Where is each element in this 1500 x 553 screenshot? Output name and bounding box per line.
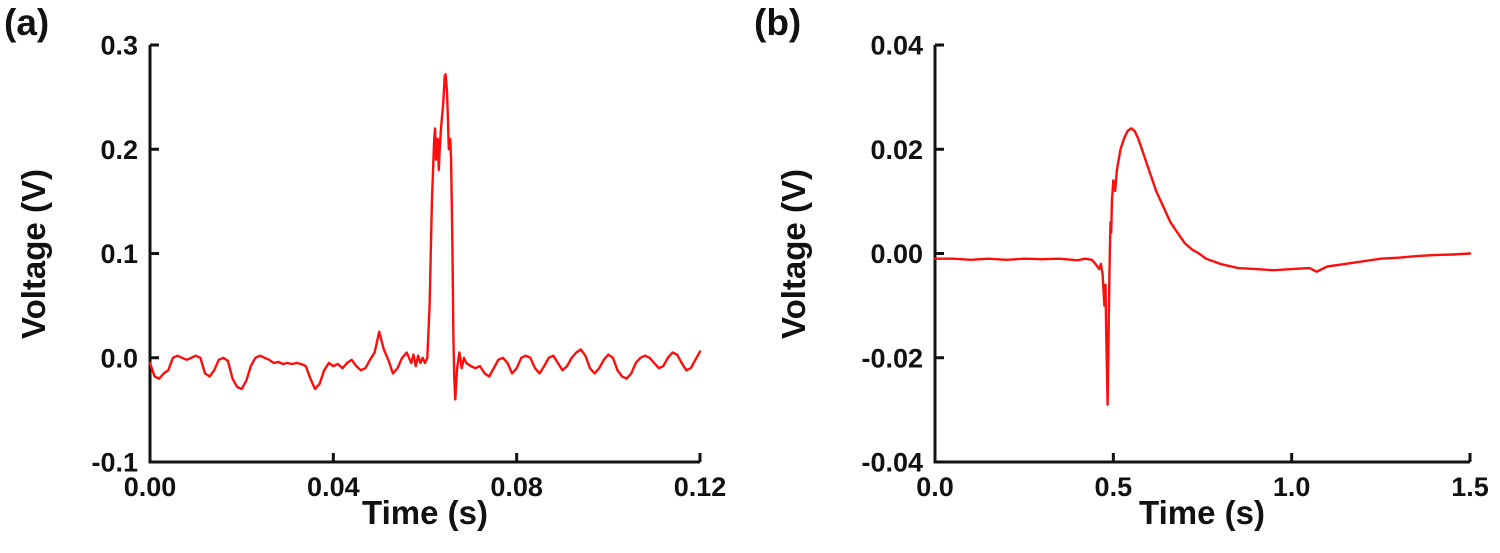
panel-b-x-axis-title: Time (s)	[1139, 494, 1265, 531]
y-tick-label: 0.00	[870, 239, 923, 269]
axis-spines	[148, 45, 700, 464]
chart-b-canvas: -0.04 -0.02 0.00 0.02 0.04 0.0 0.5 1.0 1.5	[861, 31, 1489, 502]
y-tick-label: -0.1	[91, 448, 138, 478]
y-tick-label: 0.3	[100, 31, 138, 61]
x-tick-label: 0.08	[490, 472, 543, 502]
x-tick-label: 0.12	[674, 472, 727, 502]
x-tick-label: 0.5	[1095, 472, 1133, 502]
data-line	[148, 72, 702, 401]
x-tick-label: 0.00	[124, 472, 177, 502]
y-tick-label: 0.04	[870, 31, 923, 61]
y-tick-label: -0.02	[861, 343, 923, 373]
data-line	[933, 127, 1472, 406]
x-tick-label: 0.0	[916, 472, 954, 502]
x-tick-label: 1.0	[1273, 472, 1311, 502]
y-tick-label: -0.04	[861, 448, 923, 478]
axis-spines	[933, 45, 1470, 464]
panel-a-x-axis-title: Time (s)	[362, 494, 488, 531]
panel-a: (a) Voltage (V) -0.1 0.0 0.1 0.2 0.3 0.00 0.04…	[4, 2, 727, 531]
x-tick-label: 0.04	[307, 472, 360, 502]
y-tick-label: 0.1	[100, 239, 138, 269]
y-tick-label: 0.02	[870, 135, 923, 165]
panel-b-label: (b)	[754, 2, 802, 43]
x-tick-label: 1.5	[1451, 472, 1489, 502]
panel-a-label: (a)	[4, 2, 50, 43]
y-tick-label: 0.0	[100, 343, 138, 373]
panel-b: (b) Voltage (V) -0.04 -0.02 0.00 0.02 0.04 0.…	[750, 0, 1500, 553]
y-tick-label: 0.2	[100, 135, 138, 165]
chart-a-canvas: -0.1 0.0 0.1 0.2 0.3 0.00 0.04 0.08 0.12	[91, 31, 727, 502]
